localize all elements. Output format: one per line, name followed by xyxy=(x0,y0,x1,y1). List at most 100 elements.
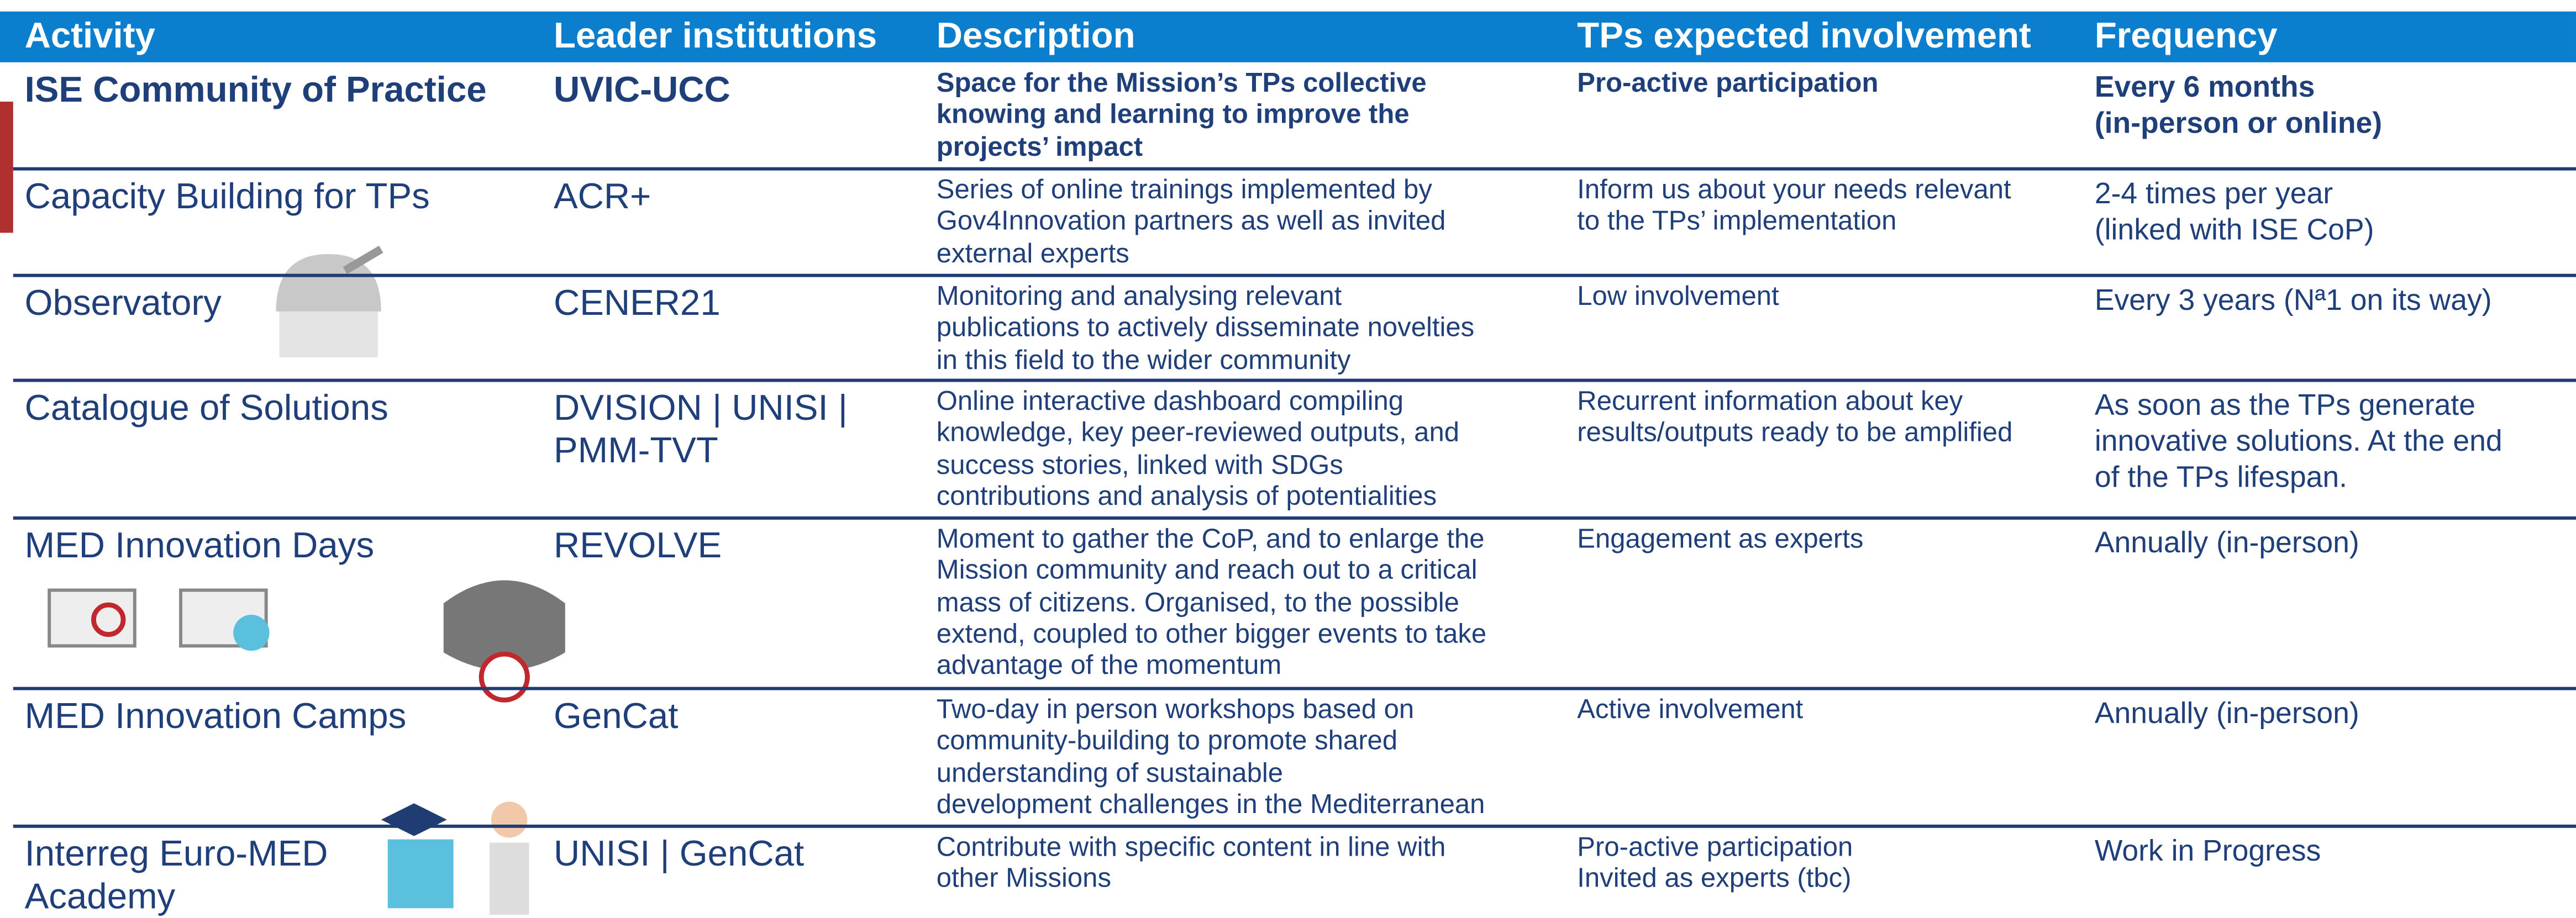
text-line: MED Innovation Camps xyxy=(24,695,407,736)
text-line: Pro-active participation xyxy=(1577,832,1853,863)
row-divider xyxy=(13,687,2576,690)
activity-cell: Capacity Building for TPs xyxy=(25,176,430,218)
text-line: Online interactive dashboard compiling xyxy=(936,387,1404,416)
check-badge xyxy=(233,615,270,651)
leader-cell: CENER21 xyxy=(554,282,721,324)
leader-cell: UNISI | GenCat xyxy=(554,833,804,875)
activity-cell: Interreg Euro-MED Academy xyxy=(25,833,328,918)
text-line: Every 3 years (Nª1 on its way) xyxy=(2094,283,2492,316)
row-divider xyxy=(13,273,2576,277)
person-body xyxy=(490,842,529,915)
text-line: REVOLVE xyxy=(553,524,722,566)
leader-cell: ACR+ xyxy=(554,176,651,218)
text-line: publications to actively disseminate nov… xyxy=(936,313,1475,344)
text-line: results/outputs ready to be amplified xyxy=(1577,418,2013,449)
observatory-base xyxy=(279,311,378,358)
text-line: Observatory xyxy=(24,282,222,323)
text-line: success stories, linked with SDGs xyxy=(936,450,1343,480)
text-line: understanding of sustainable xyxy=(936,758,1284,788)
text-line: Engagement as experts xyxy=(1577,524,1864,555)
involvement-cell: Pro-active participation Invited as exper… xyxy=(1577,833,1853,896)
activity-cell: ISE Community of Practice xyxy=(25,69,487,112)
text-line: (in-person or online) xyxy=(2094,106,2383,140)
text-line: community-building to promote shared xyxy=(936,726,1398,757)
books-stack xyxy=(387,839,454,909)
stadium xyxy=(443,580,565,671)
text-line: ACR+ xyxy=(553,175,651,217)
column-header: Activity xyxy=(24,14,155,56)
text-line: contributions and analysis of potentiali… xyxy=(936,482,1437,511)
text-line: GenCat xyxy=(553,695,679,736)
activity-cell: MED Innovation Days xyxy=(25,525,375,567)
text-line: Every 6 months xyxy=(2094,70,2315,103)
frequency-cell: Every 3 years (Nª1 on its way) xyxy=(2095,282,2492,318)
text-line: Space for the Mission’s TPs collective xyxy=(936,68,1427,99)
bulb-icon xyxy=(479,651,530,703)
text-line: Catalogue of Solutions xyxy=(24,387,388,428)
description-cell: Monitoring and analysing relevant publica… xyxy=(937,282,1474,377)
row-divider xyxy=(13,824,2576,828)
header-bar xyxy=(0,11,2576,62)
involvement-cell: Engagement as experts xyxy=(1577,525,1863,556)
involvement-cell: Low involvement xyxy=(1577,282,1779,313)
text-line: UNISI | GenCat xyxy=(553,832,805,874)
frequency-cell: Work in Progress xyxy=(2095,833,2321,869)
text-line: 2-4 times per year xyxy=(2094,177,2333,210)
text-line: Interreg Euro-MED xyxy=(24,832,328,874)
text-line: development challenges in the Mediterran… xyxy=(936,790,1485,820)
frequency-cell: Annually (in-person) xyxy=(2095,525,2359,561)
activity-cell: MED Innovation Camps xyxy=(25,695,407,737)
text-line: (linked with ISE CoP) xyxy=(2094,213,2374,246)
figure-edge xyxy=(0,102,13,233)
text-line: ISE Community of Practice xyxy=(24,68,487,110)
frequency-cell: Annually (in-person) xyxy=(2095,695,2359,731)
telescope xyxy=(343,245,383,275)
involvement-cell: Pro-active participation xyxy=(1577,69,1878,101)
text-line: external experts xyxy=(936,239,1129,268)
text-line: Pro-active participation xyxy=(1577,68,1879,99)
leader-cell: REVOLVE xyxy=(554,525,722,567)
row-divider xyxy=(13,516,2576,520)
leader-cell: UVIC-UCC xyxy=(554,69,730,112)
involvement-cell: Active involvement xyxy=(1577,695,1803,726)
text-line: Contribute with specific content in line… xyxy=(936,832,1446,863)
text-line: knowing and learning to improve the xyxy=(936,100,1410,130)
text-line: Moment to gather the CoP, and to enlarge… xyxy=(936,524,1485,555)
description-cell: Series of online trainings implemented b… xyxy=(937,176,1446,271)
text-line: Work in Progress xyxy=(2094,834,2321,868)
text-line: other Missions xyxy=(936,864,1111,894)
text-line: Active involvement xyxy=(1577,695,1804,725)
text-line: CENER21 xyxy=(553,282,721,323)
text-line: Series of online trainings implemented b… xyxy=(936,175,1432,205)
frequency-cell: 2-4 times per year (linked with ISE CoP) xyxy=(2095,176,2374,248)
magnifier xyxy=(91,602,126,637)
description-cell: Two-day in person workshops based on comm… xyxy=(937,695,1485,821)
text-line: Academy xyxy=(24,875,176,917)
text-line: innovative solutions. At the end xyxy=(2094,424,2503,458)
text-line: DVISION | UNISI | xyxy=(553,387,848,428)
text-line: extend, coupled to other bigger events t… xyxy=(936,619,1487,650)
person-head xyxy=(491,801,528,838)
column-header: TPs expected involvement xyxy=(1577,14,2031,56)
description-cell: Online interactive dashboard compiling kn… xyxy=(937,387,1459,513)
column-header: Leader institutions xyxy=(553,14,877,56)
text-line: MED Innovation Days xyxy=(24,524,375,566)
activity-cell: Catalogue of Solutions xyxy=(25,387,388,429)
description-cell: Contribute with specific content in line… xyxy=(937,833,1446,896)
involvement-cell: Inform us about your needs relevant to th… xyxy=(1577,176,2011,239)
text-line: Monitoring and analysing relevant xyxy=(936,282,1342,312)
text-line: Gov4Innovation partners as well as invit… xyxy=(936,207,1446,237)
text-line: Capacity Building for TPs xyxy=(24,175,430,217)
description-cell: Moment to gather the CoP, and to enlarge… xyxy=(937,525,1486,683)
text-line: Two-day in person workshops based on xyxy=(936,695,1415,725)
text-line: in this field to the wider community xyxy=(936,345,1351,375)
column-header: Frequency xyxy=(2094,14,2278,56)
leader-cell: DVISION | UNISI | PMM-TVT xyxy=(554,387,848,472)
text-line: Low involvement xyxy=(1577,282,1779,312)
text-line: UVIC-UCC xyxy=(553,68,730,110)
involvement-cell: Recurrent information about key results/o… xyxy=(1577,387,2012,450)
text-line: to the TPs’ implementation xyxy=(1577,207,1897,237)
